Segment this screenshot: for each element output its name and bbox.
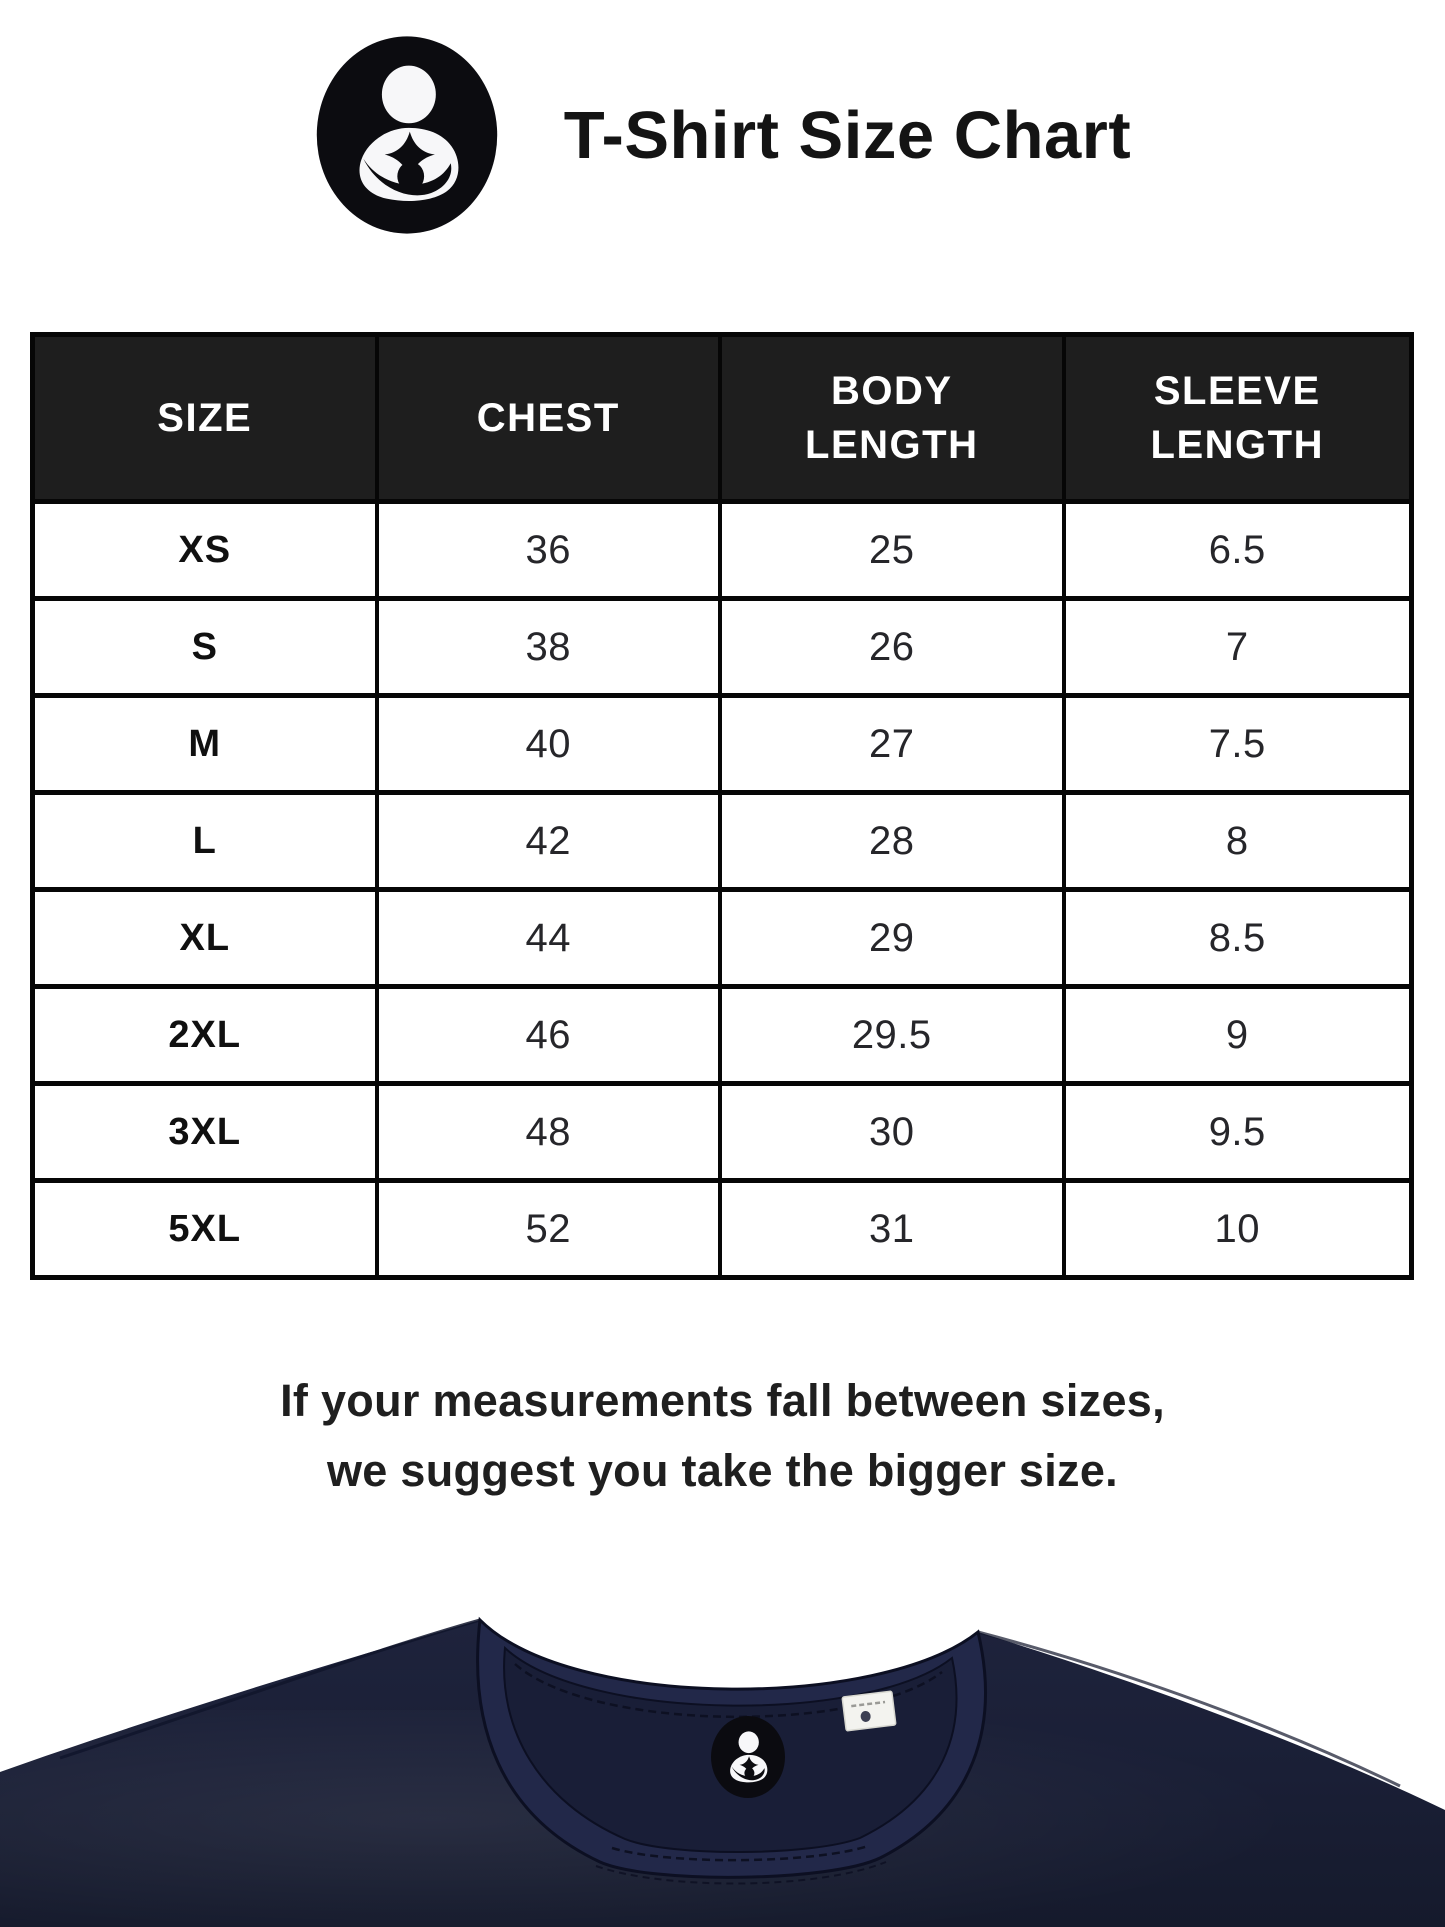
mother-baby-logo-icon — [316, 36, 497, 234]
cell-chest: 44 — [379, 892, 722, 984]
cell-chest: 48 — [379, 1086, 722, 1178]
cell-size: XL — [35, 892, 379, 984]
table-row: XL 44 29 8.5 — [35, 892, 1409, 989]
cell-chest: 52 — [379, 1183, 722, 1275]
column-header-size: SIZE — [35, 337, 379, 499]
cell-chest: 42 — [379, 795, 722, 887]
cell-body-length: 29.5 — [722, 989, 1066, 1081]
cell-body-length: 28 — [722, 795, 1066, 887]
column-header-sleeve-length: SLEEVE LENGTH — [1150, 369, 1324, 467]
cell-body-length: 30 — [722, 1086, 1066, 1178]
column-header-body-length: BODY LENGTH — [722, 337, 1066, 499]
table-row: XS 36 25 6.5 — [35, 504, 1409, 601]
fit-note-line-2: we suggest you take the bigger size. — [326, 1445, 1118, 1496]
cell-sleeve-length: 9 — [1225, 1012, 1249, 1057]
cell-size: XS — [35, 504, 379, 596]
table-row: 3XL 48 30 9.5 — [35, 1086, 1409, 1183]
cell-size: 2XL — [35, 989, 379, 1081]
cell-size: S — [35, 601, 379, 693]
cell-sleeve-length: 7 — [1225, 624, 1249, 669]
cell-chest: 46 — [379, 989, 722, 1081]
table-row: L 42 28 8 — [35, 795, 1409, 892]
cell-size: M — [35, 698, 379, 790]
cell-sleeve-length: 6.5 — [1208, 527, 1266, 572]
cell-size: L — [35, 795, 379, 887]
cell-sleeve-length: 7.5 — [1208, 721, 1266, 766]
table-row: M 40 27 7.5 — [35, 698, 1409, 795]
size-chart-table: SIZE CHEST BODY LENGTH SLEEVE LENGTH XS 3… — [30, 332, 1414, 1280]
cell-size: 5XL — [35, 1183, 379, 1275]
cell-body-length: 29 — [722, 892, 1066, 984]
table-row: 2XL 46 29.5 9 — [35, 989, 1409, 1086]
fit-note: If your measurements fall between sizes,… — [0, 1366, 1445, 1506]
cell-sleeve-length: 8.5 — [1208, 915, 1266, 960]
cell-body-length: 27 — [722, 698, 1066, 790]
care-tag-icon — [841, 1690, 897, 1732]
cell-sleeve-length: 10 — [1214, 1206, 1260, 1251]
table-body: XS 36 25 6.5 S 38 26 7 M 40 27 7.5 L 42 28 8 XL 44 29 8.5 2X… — [35, 504, 1409, 1275]
brand-header: T-Shirt Size Chart — [0, 28, 1445, 242]
cell-body-length: 26 — [722, 601, 1066, 693]
cell-size: 3XL — [35, 1086, 379, 1178]
cell-body-length: 31 — [722, 1183, 1066, 1275]
tshirt-collar-photo — [0, 1616, 1445, 1927]
table-row: 5XL 52 31 10 — [35, 1183, 1409, 1275]
fit-note-line-1: If your measurements fall between sizes, — [280, 1375, 1165, 1426]
column-header-chest: CHEST — [379, 337, 722, 499]
cell-sleeve-length: 9.5 — [1208, 1109, 1266, 1154]
cell-chest: 40 — [379, 698, 722, 790]
table-header-row: SIZE CHEST BODY LENGTH SLEEVE LENGTH — [35, 337, 1409, 504]
page-title: T-Shirt Size Chart — [563, 97, 1132, 173]
neck-label — [711, 1716, 785, 1798]
cell-chest: 36 — [379, 504, 722, 596]
cell-chest: 38 — [379, 601, 722, 693]
cell-body-length: 25 — [722, 504, 1066, 596]
cell-sleeve-length: 8 — [1225, 818, 1249, 863]
table-row: S 38 26 7 — [35, 601, 1409, 698]
